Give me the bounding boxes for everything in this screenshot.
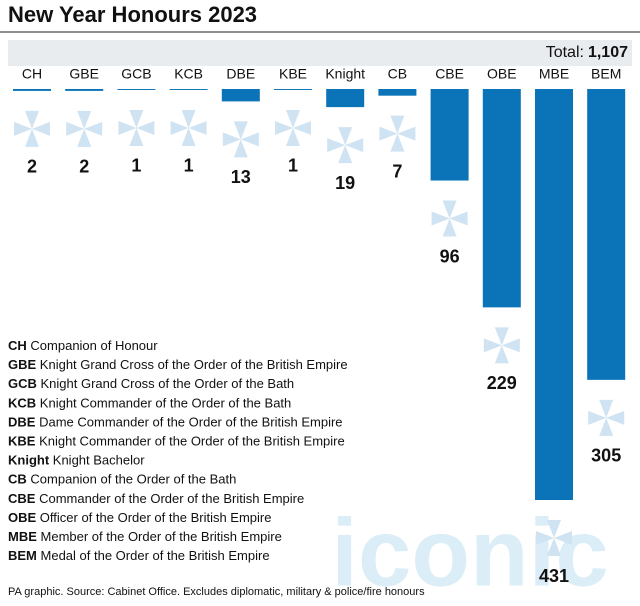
- legend-abbr: Knight: [8, 453, 50, 468]
- bar: [274, 89, 312, 90]
- value-label: 7: [392, 161, 402, 181]
- legend-item: BEM Medal of the Order of the British Em…: [8, 549, 270, 564]
- category-label: BEM: [591, 66, 621, 82]
- category-label: CBE: [435, 66, 464, 82]
- total-label: Total:: [546, 44, 584, 61]
- medal-icon: [222, 121, 259, 158]
- value-label: 96: [440, 246, 460, 266]
- medal-icon: [588, 399, 625, 436]
- value-label: 1: [288, 156, 298, 176]
- legend-item: DBE Dame Commander of the Order of the B…: [8, 415, 343, 430]
- category-label: OBE: [487, 66, 517, 82]
- value-label: 1: [184, 156, 194, 176]
- source-note: PA graphic. Source: Cabinet Office. Excl…: [8, 586, 425, 598]
- legend-abbr: CH: [8, 338, 27, 353]
- bar: [65, 89, 104, 91]
- bar: [221, 89, 260, 102]
- legend-text: Knight Grand Cross of the Order of the B…: [41, 377, 295, 392]
- legend-abbr: CBE: [8, 491, 36, 506]
- value-label: 305: [591, 446, 621, 466]
- value-label: 13: [231, 167, 251, 187]
- category-label: KCB: [174, 66, 203, 82]
- legend-text: Knight Bachelor: [53, 453, 145, 468]
- medal-icon: [536, 520, 572, 556]
- legend-text: Knight Grand Cross of the Order of the B…: [40, 358, 348, 373]
- category-label: GBE: [69, 66, 99, 82]
- legend-text: Companion of Honour: [30, 338, 158, 353]
- legend-abbr: MBE: [8, 529, 37, 544]
- category-label: MBE: [539, 66, 569, 82]
- bar: [117, 89, 156, 90]
- category-label: KBE: [279, 66, 307, 82]
- bar: [378, 89, 417, 96]
- medal-icon: [118, 109, 155, 146]
- medal-icon: [379, 115, 416, 152]
- category-label: CH: [22, 66, 42, 82]
- category-label: Knight: [325, 66, 365, 82]
- legend-item: Knight Knight Bachelor: [8, 453, 145, 468]
- legend-item: CH Companion of Honour: [8, 338, 158, 353]
- bar: [169, 89, 208, 90]
- watermark: iconic: [331, 499, 608, 606]
- legend-abbr: OBE: [8, 510, 37, 525]
- value-label: 2: [79, 157, 89, 177]
- legend-item: CB Companion of the Order of the Bath: [8, 472, 236, 487]
- category-label: CB: [388, 66, 407, 82]
- value-label: 229: [487, 373, 517, 393]
- medal-icon: [14, 110, 50, 147]
- value-label: 2: [27, 157, 37, 177]
- medal-icon: [170, 109, 207, 146]
- medal-icon: [327, 127, 364, 164]
- medal-icon: [483, 327, 520, 364]
- legend-text: Knight Commander of the Order of the Bri…: [39, 434, 345, 449]
- medal-icon: [275, 109, 311, 146]
- legend-item: GCB Knight Grand Cross of the Order of t…: [8, 377, 294, 392]
- total-value: 1,107: [588, 44, 628, 61]
- legend-abbr: KBE: [8, 434, 36, 449]
- total-band: [8, 40, 632, 66]
- legend-text: Commander of the Order of the British Em…: [39, 491, 304, 506]
- bar: [587, 89, 626, 380]
- bar: [13, 89, 51, 91]
- legend-item: KCB Knight Commander of the Order of the…: [8, 396, 291, 411]
- medal-icon: [431, 200, 468, 237]
- legend-text: Knight Commander of the Order of the Bat…: [40, 396, 291, 411]
- bar: [482, 89, 521, 308]
- value-label: 1: [131, 156, 141, 176]
- legend-text: Companion of the Order of the Bath: [30, 472, 236, 487]
- legend-abbr: CB: [8, 472, 27, 487]
- legend-item: GBE Knight Grand Cross of the Order of t…: [8, 358, 348, 373]
- medal-icon: [66, 110, 103, 147]
- legend-item: CBE Commander of the Order of the Britis…: [8, 491, 304, 506]
- legend-abbr: BEM: [8, 549, 37, 564]
- legend-item: KBE Knight Commander of the Order of the…: [8, 434, 345, 449]
- category-label: GCB: [121, 66, 151, 82]
- bar: [430, 89, 469, 181]
- value-label: 19: [335, 173, 355, 193]
- legend-abbr: DBE: [8, 415, 36, 430]
- legend-text: Officer of the Order of the British Empi…: [40, 510, 272, 525]
- bar: [535, 89, 573, 500]
- legend-abbr: GBE: [8, 358, 37, 373]
- category-label: DBE: [226, 66, 255, 82]
- legend-item: OBE Officer of the Order of the British …: [8, 510, 271, 525]
- legend-item: MBE Member of the Order of the British E…: [8, 529, 282, 544]
- legend-abbr: KCB: [8, 396, 36, 411]
- legend-text: Medal of the Order of the British Empire: [41, 549, 270, 564]
- legend-abbr: GCB: [8, 377, 37, 392]
- bar: [326, 89, 365, 108]
- legend-text: Dame Commander of the Order of the Briti…: [39, 415, 342, 430]
- chart-title: New Year Honours 2023: [8, 2, 257, 27]
- value-label: 431: [539, 566, 569, 586]
- legend-text: Member of the Order of the British Empir…: [41, 529, 282, 544]
